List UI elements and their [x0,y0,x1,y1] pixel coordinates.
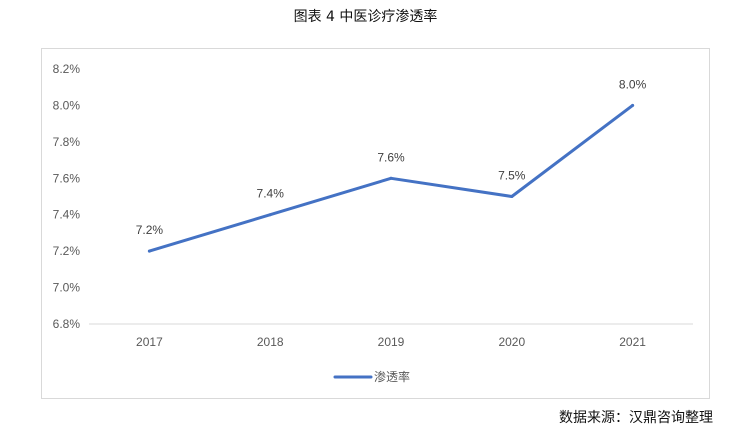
figure-title: 图表 4 中医诊疗渗透率 [293,9,438,25]
x-tick-label: 2017 [136,335,163,349]
x-tick-label: 2018 [257,335,284,349]
y-tick-label: 6.8% [53,317,81,331]
y-tick-label: 7.0% [53,281,81,295]
data-point [147,249,151,253]
y-tick-label: 7.8% [53,135,81,149]
data-point [631,103,635,107]
y-tick-label: 8.2% [53,62,81,76]
y-tick-label: 8.0% [53,98,81,112]
x-tick-label: 2019 [378,335,405,349]
y-tick-label: 7.4% [53,208,81,222]
source-note: 数据来源：汉鼎咨询整理 [559,410,713,426]
data-point [510,195,514,198]
data-label: 7.5% [498,169,526,183]
data-point [389,176,393,180]
data-label: 8.0% [619,77,647,91]
x-tick-label: 2021 [619,335,646,349]
x-tick-label: 2020 [498,335,525,349]
data-label: 7.2% [136,223,164,237]
y-tick-label: 7.6% [53,171,81,185]
chart-frame [41,48,710,399]
data-point [268,213,272,217]
legend-label: 渗透率 [374,369,410,384]
y-tick-label: 7.2% [53,244,81,258]
data-label: 7.6% [377,150,405,164]
data-label: 7.4% [257,187,285,201]
